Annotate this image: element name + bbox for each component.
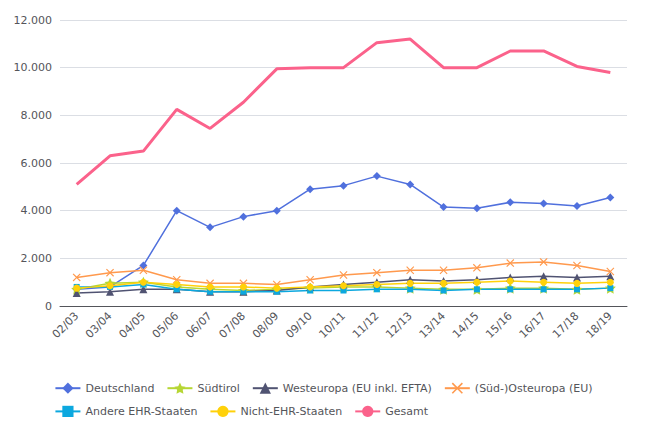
- svg-text:04/05: 04/05: [116, 309, 148, 341]
- svg-text:Nicht-EHR-Staaten: Nicht-EHR-Staaten: [240, 405, 342, 418]
- svg-text:Gesamt: Gesamt: [385, 405, 428, 418]
- svg-text:18/19: 18/19: [583, 309, 615, 341]
- svg-text:(Süd-)Osteuropa (EU): (Süd-)Osteuropa (EU): [475, 382, 593, 395]
- svg-text:12/13: 12/13: [383, 309, 415, 341]
- svg-text:Deutschland: Deutschland: [85, 382, 154, 395]
- svg-text:10/11: 10/11: [317, 309, 349, 341]
- svg-text:03/04: 03/04: [83, 309, 115, 341]
- svg-text:Westeuropa (EU inkl. EFTA): Westeuropa (EU inkl. EFTA): [283, 382, 432, 395]
- svg-text:05/06: 05/06: [150, 309, 182, 341]
- svg-text:08/09: 08/09: [250, 309, 282, 341]
- svg-text:02/03: 02/03: [50, 309, 82, 341]
- svg-text:Südtirol: Südtirol: [197, 382, 239, 395]
- svg-text:8.000: 8.000: [21, 109, 53, 122]
- svg-text:12.000: 12.000: [14, 14, 53, 27]
- svg-text:14/15: 14/15: [450, 309, 482, 341]
- svg-text:4.000: 4.000: [21, 204, 53, 217]
- svg-text:6.000: 6.000: [21, 157, 53, 170]
- svg-text:15/16: 15/16: [483, 309, 515, 341]
- svg-text:13/14: 13/14: [417, 309, 449, 341]
- svg-text:06/07: 06/07: [183, 309, 215, 341]
- svg-text:07/08: 07/08: [216, 309, 248, 341]
- svg-text:09/10: 09/10: [283, 309, 315, 341]
- svg-text:10.000: 10.000: [14, 61, 53, 74]
- svg-text:11/12: 11/12: [350, 309, 382, 341]
- svg-text:Andere EHR-Staaten: Andere EHR-Staaten: [85, 405, 197, 418]
- svg-text:0: 0: [45, 300, 52, 313]
- svg-text:2.000: 2.000: [21, 252, 53, 265]
- svg-text:17/18: 17/18: [550, 309, 582, 341]
- svg-text:16/17: 16/17: [517, 309, 549, 341]
